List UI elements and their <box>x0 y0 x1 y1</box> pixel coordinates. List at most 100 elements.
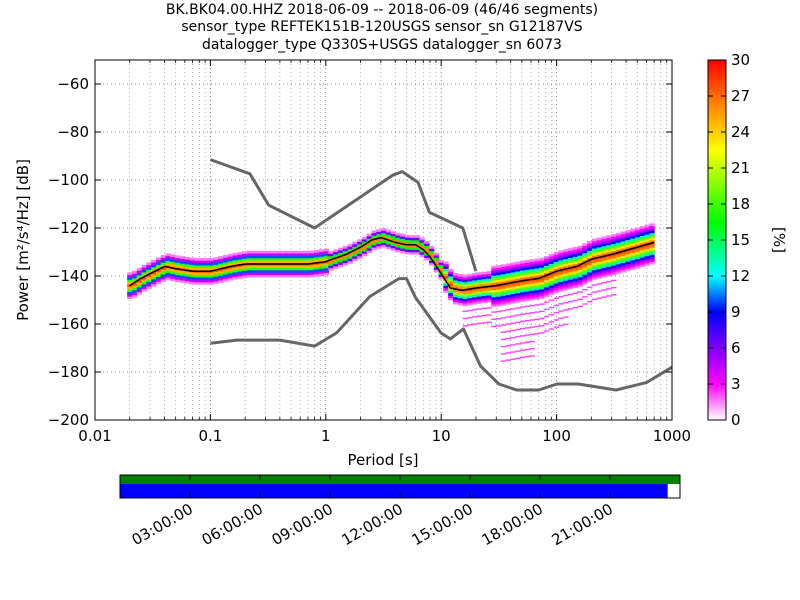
histogram-cell <box>644 229 650 233</box>
histogram-cell <box>496 303 502 306</box>
segment-tick-label: 06:00:00 <box>199 500 266 549</box>
histogram-cell <box>457 273 464 277</box>
histogram-cell <box>151 279 157 282</box>
histogram-cell <box>290 253 296 256</box>
histogram-cell <box>596 237 603 241</box>
histogram-cell <box>529 326 535 328</box>
histogram-cell <box>424 245 430 249</box>
histogram-cell <box>452 289 459 293</box>
histogram-cell <box>634 253 641 257</box>
histogram-cell <box>232 276 238 280</box>
histogram-cell <box>443 261 449 265</box>
histogram-cell <box>361 253 368 257</box>
histogram-cell <box>448 290 454 294</box>
histogram-cell <box>203 282 210 285</box>
histogram-cell <box>409 242 416 246</box>
histogram-cell <box>251 272 258 276</box>
histogram-cell <box>256 272 262 276</box>
x-axis-label: Period [s] <box>347 451 418 469</box>
histogram-cell <box>563 302 569 304</box>
histogram-cell <box>539 262 545 266</box>
histogram-cell <box>515 288 521 291</box>
histogram-cell <box>381 230 387 234</box>
histogram-cell <box>333 263 339 267</box>
histogram-cell <box>208 260 214 264</box>
histogram-cell <box>500 285 507 289</box>
histogram-cell <box>256 250 262 254</box>
histogram-cell <box>596 290 603 292</box>
histogram-cell <box>563 323 569 326</box>
histogram-cell <box>237 273 243 277</box>
histogram-cell <box>572 285 579 287</box>
histogram-cell <box>572 273 579 277</box>
histogram-cell <box>644 224 650 228</box>
histogram-cell <box>261 250 267 254</box>
histogram-cell <box>582 276 588 280</box>
histogram-cell <box>256 265 262 268</box>
histogram-cell <box>515 268 521 272</box>
histogram-cell <box>496 291 502 295</box>
histogram-cell <box>232 252 238 256</box>
histogram-cell <box>151 264 157 268</box>
histogram-cell <box>611 258 617 261</box>
histogram-cell <box>127 286 133 290</box>
histogram-cell <box>529 283 535 287</box>
histogram-cell <box>615 235 622 238</box>
title-line-3: datalogger_type Q330S+USGS datalogger_sn… <box>202 37 562 53</box>
histogram-cell <box>572 292 579 295</box>
histogram-cell <box>630 259 636 263</box>
histogram-cell <box>184 278 191 282</box>
curves <box>129 158 672 392</box>
histogram-cell <box>409 249 416 253</box>
histogram-cell <box>591 257 598 261</box>
histogram-cell <box>529 340 535 343</box>
histogram-cell <box>529 261 535 265</box>
histogram-cell <box>601 241 607 244</box>
histogram-cell <box>299 274 306 278</box>
histogram-cell <box>376 241 382 244</box>
histogram-cell <box>496 318 502 320</box>
histogram-cell <box>500 331 507 333</box>
histogram-cell <box>577 248 583 251</box>
histogram-cell <box>131 285 138 289</box>
histogram-cell <box>400 241 406 244</box>
histogram-cell <box>649 240 655 243</box>
noise-model-low-curve <box>210 277 672 392</box>
histogram-cell <box>313 252 320 256</box>
histogram-cell <box>342 248 349 252</box>
histogram-cell <box>519 267 526 271</box>
histogram-cell <box>467 273 473 277</box>
histogram-cell <box>199 265 205 268</box>
histogram-cell <box>246 258 253 261</box>
histogram-cell <box>500 271 507 275</box>
histogram-cell <box>467 285 473 289</box>
histogram-cell <box>572 259 579 262</box>
histogram-cell <box>587 250 593 254</box>
segment-tick-label: 15:00:00 <box>409 500 476 549</box>
histogram-cell <box>448 283 454 287</box>
histogram-cell <box>294 258 301 261</box>
histogram-cell <box>242 272 248 276</box>
histogram-cell <box>131 273 138 277</box>
histogram-cell <box>486 314 492 316</box>
histogram-cell <box>524 291 531 294</box>
histogram-cell <box>462 277 468 280</box>
histogram-cell <box>457 295 464 299</box>
histogram-cell <box>414 235 420 238</box>
histogram-cell <box>141 267 147 270</box>
histogram-cell <box>472 323 478 325</box>
histogram-cell <box>519 275 526 278</box>
histogram-cell <box>146 276 152 280</box>
histogram-cell <box>136 270 143 273</box>
histogram-cell <box>323 267 329 271</box>
histogram-cell <box>563 285 569 288</box>
histogram-cell <box>285 272 291 276</box>
histogram-cell <box>242 258 248 262</box>
histogram-cell <box>141 279 147 282</box>
histogram-cell <box>558 257 564 261</box>
histogram-cell <box>294 250 301 254</box>
histogram-cell <box>467 317 473 319</box>
histogram-cell <box>615 249 622 253</box>
histogram-cell <box>649 237 655 241</box>
histogram-cell <box>390 233 397 237</box>
